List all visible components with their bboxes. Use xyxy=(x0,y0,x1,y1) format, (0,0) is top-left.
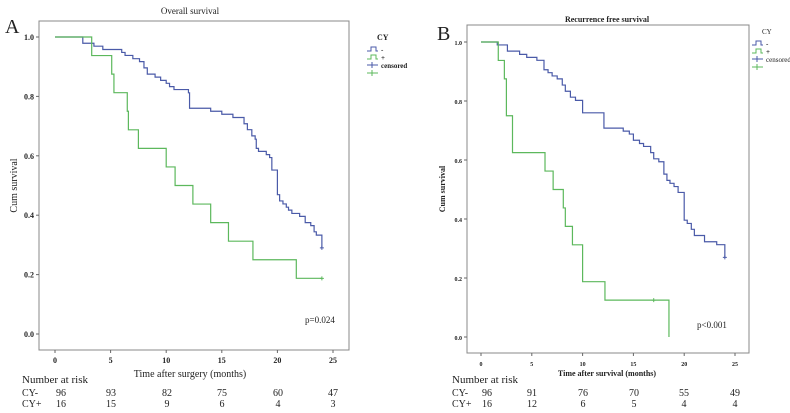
risk-count: 70 xyxy=(629,388,639,399)
y-axis-label: Cum survival xyxy=(9,158,20,212)
series-cy-negative-line xyxy=(481,41,726,258)
legend-entry: - xyxy=(766,40,769,48)
y-axis-label: Cum survival xyxy=(438,165,447,212)
risk-row-label: CY- xyxy=(452,388,468,399)
plot-frame xyxy=(466,24,750,354)
risk-count: 5 xyxy=(632,399,637,410)
y-tick-label: 0.8 xyxy=(24,92,34,101)
legend-step-icon xyxy=(752,40,763,46)
censor-mark xyxy=(319,245,324,250)
x-tick-label: 0 xyxy=(53,356,57,365)
y-tick-label: 0.0 xyxy=(24,330,34,339)
legend-step-icon xyxy=(752,48,763,54)
series-cy-positive-line xyxy=(481,41,670,337)
series-cy-negative-line xyxy=(55,36,323,248)
risk-count: 15 xyxy=(106,399,116,410)
chart-title: Overall survival xyxy=(161,6,220,16)
risk-count: 4 xyxy=(733,399,738,410)
risk-count: 47 xyxy=(328,388,338,399)
risk-row-label: CY- xyxy=(22,388,38,399)
y-tick-label: 0.6 xyxy=(24,152,34,161)
panel-label: B xyxy=(437,23,450,45)
y-tick-label: 0.4 xyxy=(455,218,463,224)
x-tick-label: 15 xyxy=(218,356,226,365)
risk-count: 16 xyxy=(482,399,492,410)
risk-table-title: Number at risk xyxy=(452,374,518,386)
risk-count: 82 xyxy=(162,388,172,399)
legend-entry: - xyxy=(381,46,384,54)
risk-count: 96 xyxy=(56,388,66,399)
y-tick-label: 0.2 xyxy=(455,277,463,283)
x-tick-label: 20 xyxy=(681,362,687,368)
risk-count: 60 xyxy=(273,388,283,399)
plot-frame xyxy=(38,20,350,351)
censor-mark xyxy=(651,298,656,303)
risk-table-title: Number at risk xyxy=(22,374,88,386)
panel-label: A xyxy=(5,16,20,38)
y-tick-label: 0.4 xyxy=(24,211,34,220)
x-tick-label: 15 xyxy=(630,362,636,368)
risk-count: 96 xyxy=(482,388,492,399)
x-axis-label: Time after surgery (months) xyxy=(134,369,247,380)
p-value-annotation: p=0.024 xyxy=(305,315,335,325)
legend-censor-icon xyxy=(752,64,763,70)
legend-entry: + xyxy=(381,54,385,62)
risk-count: 93 xyxy=(106,388,116,399)
legend-step-icon xyxy=(367,46,378,52)
risk-row-label: CY+ xyxy=(22,399,42,410)
risk-count: 4 xyxy=(276,399,281,410)
legend-entry: + xyxy=(766,48,770,56)
risk-count: 76 xyxy=(578,388,588,399)
y-tick-label: 0.6 xyxy=(455,159,463,165)
legend-censor-icon xyxy=(752,56,763,62)
risk-count: 91 xyxy=(527,388,537,399)
series-cy-positive-line xyxy=(55,36,322,279)
risk-count: 6 xyxy=(581,399,586,410)
x-tick-label: 5 xyxy=(109,356,113,365)
risk-count: 16 xyxy=(56,399,66,410)
risk-count: 4 xyxy=(682,399,687,410)
legend-censor-icon xyxy=(367,70,378,76)
y-tick-label: 1.0 xyxy=(455,41,463,47)
x-tick-label: 0 xyxy=(480,362,483,368)
p-value-annotation: p<0.001 xyxy=(697,320,727,330)
chart-title: Recurrence free survival xyxy=(565,15,650,24)
x-tick-label: 25 xyxy=(329,356,337,365)
censor-mark xyxy=(722,255,727,260)
censor-mark xyxy=(319,276,324,281)
risk-count: 75 xyxy=(217,388,227,399)
risk-count: 3 xyxy=(331,399,336,410)
legend-censor-icon xyxy=(367,62,378,68)
y-tick-label: 0.2 xyxy=(24,271,34,280)
y-tick-label: 1.0 xyxy=(24,33,34,42)
legend-title: CY xyxy=(377,33,389,42)
x-tick-label: 20 xyxy=(273,356,281,365)
legend-title: CY xyxy=(762,28,772,36)
risk-count: 12 xyxy=(527,399,537,410)
panel-A: Overall survival A 0.0 0.2 0.4 0.6 0.8 1.0 0 5 10 1… xyxy=(5,6,407,410)
panel-B: Recurrence free survival B 0.0 0.2 0.4 0.6 0.8… xyxy=(437,15,790,410)
legend-entry: censored xyxy=(766,56,790,64)
risk-count: 55 xyxy=(679,388,689,399)
risk-count: 6 xyxy=(220,399,225,410)
risk-row-label: CY+ xyxy=(452,399,472,410)
risk-count: 49 xyxy=(730,388,740,399)
x-tick-label: 10 xyxy=(580,362,586,368)
x-tick-label: 10 xyxy=(162,356,170,365)
legend-entry: censored xyxy=(381,62,407,70)
x-axis-label: Time after survival (months) xyxy=(558,369,656,378)
risk-count: 9 xyxy=(165,399,170,410)
y-tick-label: 0.8 xyxy=(455,100,463,106)
x-tick-label: 5 xyxy=(530,362,533,368)
y-tick-label: 0.0 xyxy=(455,336,463,342)
x-tick-label: 25 xyxy=(732,362,738,368)
legend-step-icon xyxy=(367,54,378,60)
